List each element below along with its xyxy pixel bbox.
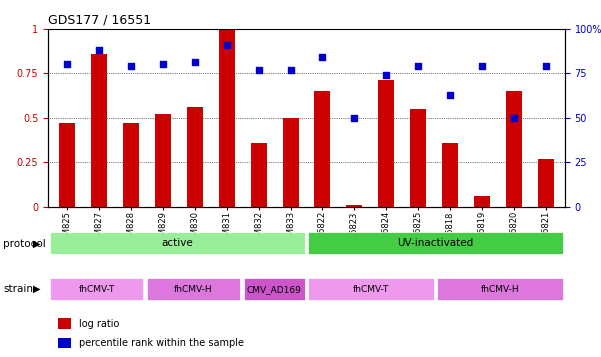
Point	[413, 63, 423, 69]
Text: fhCMV-H: fhCMV-H	[174, 285, 213, 294]
Text: log ratio: log ratio	[79, 318, 120, 328]
Bar	[59, 123, 75, 207]
Bar	[219, 29, 235, 207]
Point	[94, 47, 104, 53]
Text: percentile rank within the sample: percentile rank within the sample	[79, 338, 244, 348]
Bar	[282, 118, 299, 207]
Bar	[251, 143, 267, 207]
Text: ▶: ▶	[33, 239, 40, 249]
FancyBboxPatch shape	[50, 278, 144, 301]
Point	[350, 115, 359, 121]
Bar	[187, 107, 203, 207]
Bar	[474, 196, 490, 207]
Text: CMV_AD169: CMV_AD169	[247, 285, 302, 294]
Point	[254, 67, 263, 72]
Bar	[346, 205, 362, 207]
Text: protocol: protocol	[3, 239, 46, 249]
Bar	[91, 54, 107, 207]
Text: UV-inactivated: UV-inactivated	[398, 238, 474, 248]
Bar	[58, 338, 72, 348]
Bar	[538, 159, 554, 207]
Bar	[442, 143, 458, 207]
Point	[190, 60, 200, 65]
Point	[63, 61, 72, 67]
Bar	[314, 91, 331, 207]
Text: fhCMV-T: fhCMV-T	[353, 285, 389, 294]
Bar	[506, 91, 522, 207]
Point	[445, 92, 455, 97]
Point	[126, 63, 136, 69]
Text: strain: strain	[3, 284, 33, 294]
Text: fhCMV-H: fhCMV-H	[481, 285, 520, 294]
FancyBboxPatch shape	[308, 231, 563, 254]
Point	[382, 72, 391, 78]
Point	[222, 42, 231, 47]
Point	[509, 115, 519, 121]
Text: active: active	[162, 238, 193, 248]
Text: fhCMV-T: fhCMV-T	[78, 285, 115, 294]
FancyBboxPatch shape	[50, 231, 305, 254]
FancyBboxPatch shape	[438, 278, 563, 301]
Text: GDS177 / 16551: GDS177 / 16551	[48, 13, 151, 26]
Point	[541, 63, 551, 69]
Text: ▶: ▶	[33, 284, 40, 294]
FancyBboxPatch shape	[308, 278, 434, 301]
Bar	[58, 318, 72, 329]
Bar	[378, 80, 394, 207]
Bar	[155, 114, 171, 207]
Point	[318, 54, 328, 60]
FancyBboxPatch shape	[243, 278, 305, 301]
FancyBboxPatch shape	[147, 278, 240, 301]
Bar	[123, 123, 139, 207]
Point	[477, 63, 487, 69]
Point	[158, 61, 168, 67]
Point	[285, 67, 295, 72]
Bar	[410, 109, 426, 207]
